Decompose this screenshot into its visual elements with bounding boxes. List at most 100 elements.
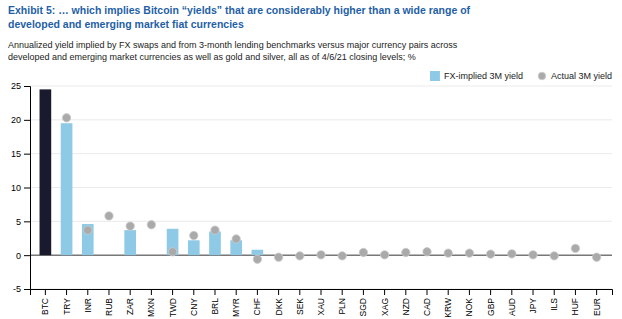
chart: Exhibit 5: … which implies Bitcoin “yiel… (0, 0, 622, 319)
x-tick-mark (405, 289, 406, 295)
dot (105, 212, 113, 220)
y-tick-mark (24, 188, 30, 189)
x-tick: SEK (295, 289, 305, 315)
x-tick: CAD (422, 289, 432, 316)
legend-swatch (538, 72, 546, 80)
grid-line (30, 86, 612, 87)
x-tick-label: MXN (146, 298, 156, 317)
x-tick-mark (87, 289, 88, 295)
x-tick: GBP (486, 289, 496, 316)
grid-line (30, 221, 612, 222)
x-tick-mark (151, 289, 152, 295)
x-tick: NOK (464, 289, 474, 316)
x-axis: BTCTRYINRRUBZARMXNTWDCNYBRLMYRCHFDKKSEKX… (31, 289, 613, 318)
x-tick: BTC (40, 289, 50, 315)
x-tick-label: ZAR (125, 298, 135, 315)
x-tick-mark (469, 289, 470, 295)
grid-line (30, 153, 612, 154)
dot (317, 251, 325, 259)
x-tick-mark (448, 289, 449, 295)
grid-line (30, 119, 612, 120)
x-tick: ZAR (125, 289, 135, 315)
dot (62, 114, 70, 122)
dot (296, 252, 304, 260)
x-tick-label: GBP (486, 298, 496, 316)
dot (190, 231, 198, 239)
x-tick: MXN (146, 289, 156, 317)
y-tick-label: 10 (11, 183, 21, 193)
dot (423, 248, 431, 256)
x-tick-label: NZD (401, 298, 411, 315)
y-tick-label: 5 (16, 217, 21, 227)
dot (147, 221, 155, 229)
x-tick-mark (342, 289, 343, 295)
dot (338, 252, 346, 260)
x-tick-mark (257, 289, 258, 295)
x-tick-label: KRW (443, 298, 453, 318)
x-tick-mark (554, 289, 555, 295)
subtitle-line: Annualized yield implied by FX swaps and… (8, 40, 458, 50)
x-tick-label: ILS (549, 298, 559, 311)
x-tick-label: JPY (528, 298, 538, 314)
bar (40, 89, 52, 255)
bar (82, 224, 94, 255)
x-tick-label: NOK (464, 298, 474, 317)
y-tick-mark (24, 120, 30, 121)
x-tick: EUR (592, 289, 602, 316)
y-tick: 5 (16, 217, 30, 227)
y-tick-label: 15 (11, 149, 21, 159)
y-tick: 10 (11, 183, 30, 193)
x-tick: CNY (189, 289, 199, 316)
dot (84, 226, 92, 234)
x-tick-mark (45, 289, 46, 295)
grid-line (30, 187, 612, 188)
x-tick: CHF (252, 289, 262, 315)
bar-series (40, 89, 264, 255)
y-tick-label: 25 (11, 81, 21, 91)
dot (380, 251, 388, 259)
y-tick-mark (24, 86, 30, 87)
y-tick: 15 (11, 149, 30, 159)
x-tick: RUB (104, 289, 114, 316)
bar (61, 123, 73, 255)
x-tick-label: RUB (104, 298, 114, 316)
x-tick: TWD (168, 289, 178, 317)
x-tick: SGD (358, 289, 368, 316)
title-line: developed and emerging market fiat curre… (8, 18, 244, 30)
x-tick-label: XAG (380, 298, 390, 316)
x-tick: PLN (337, 289, 347, 315)
x-tick-label: DKK (274, 298, 284, 316)
x-tick-mark (490, 289, 491, 295)
x-tick-label: BRL (210, 298, 220, 315)
dot (550, 252, 558, 260)
x-tick: XAG (380, 289, 390, 316)
x-tick-label: SGD (358, 298, 368, 316)
y-tick-label: -5 (13, 284, 21, 294)
y-axis-line (24, 87, 31, 290)
x-tick-mark (575, 289, 576, 295)
x-tick-mark (596, 289, 597, 295)
subtitle: Annualized yield implied by FX swaps and… (8, 40, 458, 62)
dot (274, 253, 282, 261)
y-tick: 25 (11, 81, 30, 91)
x-tick-mark (299, 289, 300, 295)
x-tick-label: MYR (231, 298, 241, 317)
x-tick-label: AUD (507, 298, 517, 316)
x-tick-mark (321, 289, 322, 295)
dot (529, 251, 537, 259)
bar (124, 230, 136, 255)
legend-item: Actual 3M yield (538, 71, 612, 81)
x-tick-label: XAU (316, 298, 326, 315)
title-line: Exhibit 5: … which implies Bitcoin “yiel… (8, 4, 471, 16)
y-tick-label: 20 (11, 115, 21, 125)
legend: FX-implied 3M yieldActual 3M yield (430, 71, 612, 81)
bar (252, 250, 264, 255)
x-tick-label: HUF (570, 298, 580, 315)
y-tick-mark (24, 255, 30, 256)
y-axis: -50510152025 (11, 81, 31, 294)
x-tick-mark (108, 289, 109, 295)
x-tick-label: SEK (295, 298, 305, 315)
grid (30, 86, 612, 289)
x-tick-label: CNY (189, 298, 199, 316)
x-tick-mark (384, 289, 385, 295)
